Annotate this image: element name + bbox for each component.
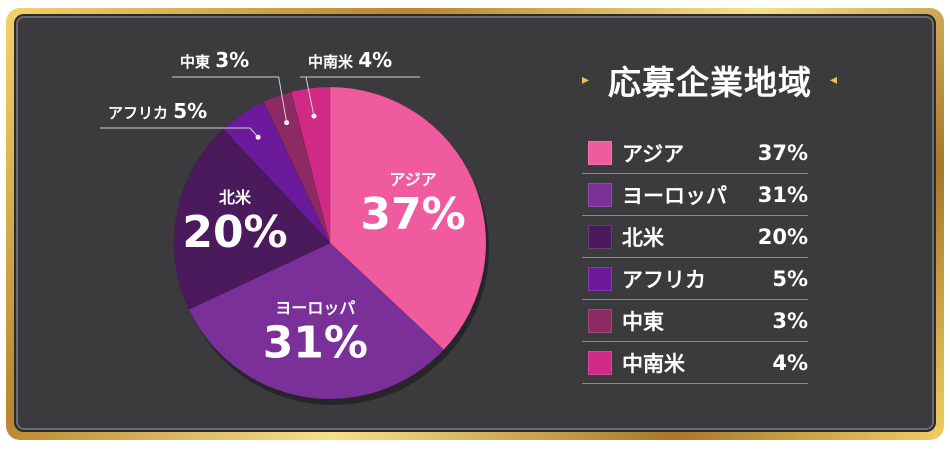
legend-item-latin-america: 中南米 4% xyxy=(582,342,808,384)
callout-label: 中東 3% xyxy=(180,48,249,72)
pie-slice-africa xyxy=(222,101,331,244)
slice-label: アジア xyxy=(389,170,436,189)
legend-value: 4% xyxy=(772,350,808,375)
legend-swatch xyxy=(588,350,612,375)
title-right-arrow-icon: ◂ xyxy=(830,72,839,88)
pie-slice-europe xyxy=(188,242,445,400)
callout-label: アフリカ 5% xyxy=(108,99,207,123)
legend-label: ヨーロッパ xyxy=(622,183,727,208)
slice-value: 20% xyxy=(182,207,287,258)
legend-value: 31% xyxy=(757,182,808,207)
pie-slice-asia xyxy=(329,86,487,351)
chart-title: 応募企業地域 xyxy=(608,63,812,102)
slice-value: 37% xyxy=(360,189,465,240)
title-left-arrow-icon: ▸ xyxy=(581,72,590,88)
legend-swatch xyxy=(588,140,612,165)
legend-label: アフリカ xyxy=(622,267,706,292)
legend-swatch xyxy=(588,182,612,207)
legend-label: アジア xyxy=(622,141,685,166)
legend-swatch xyxy=(588,308,612,333)
slice-label: 北米 xyxy=(219,188,252,207)
callout-label: 中南米 4% xyxy=(308,48,392,72)
slice-label: ヨーロッパ xyxy=(275,298,355,317)
pie-slice-middle-east xyxy=(262,91,331,244)
legend-label: 中東 xyxy=(622,309,664,334)
legend-item-asia: アジア 37% xyxy=(582,132,808,174)
legend-item-north-america: 北米 20% xyxy=(582,216,808,258)
legend: アジア 37% ヨーロッパ 31% 北米 20% アフリカ 5% 中東 3% 中… xyxy=(582,132,808,384)
chart-title-block: ▸ 応募企業地域 ◂ xyxy=(560,50,860,110)
legend-value: 3% xyxy=(772,308,808,333)
legend-label: 中南米 xyxy=(622,351,685,376)
legend-label: 北米 xyxy=(622,225,664,250)
pie-slice-latin-america xyxy=(290,86,331,244)
slice-value: 31% xyxy=(263,317,368,368)
legend-item-africa: アフリカ 5% xyxy=(582,258,808,300)
legend-swatch xyxy=(588,266,612,291)
legend-value: 37% xyxy=(757,140,808,165)
legend-value: 20% xyxy=(757,224,808,249)
legend-swatch xyxy=(588,224,612,249)
pie-slice-north-america xyxy=(173,128,331,311)
legend-item-middle-east: 中東 3% xyxy=(582,300,808,342)
legend-item-europe: ヨーロッパ 31% xyxy=(582,174,808,216)
legend-value: 5% xyxy=(772,266,808,291)
